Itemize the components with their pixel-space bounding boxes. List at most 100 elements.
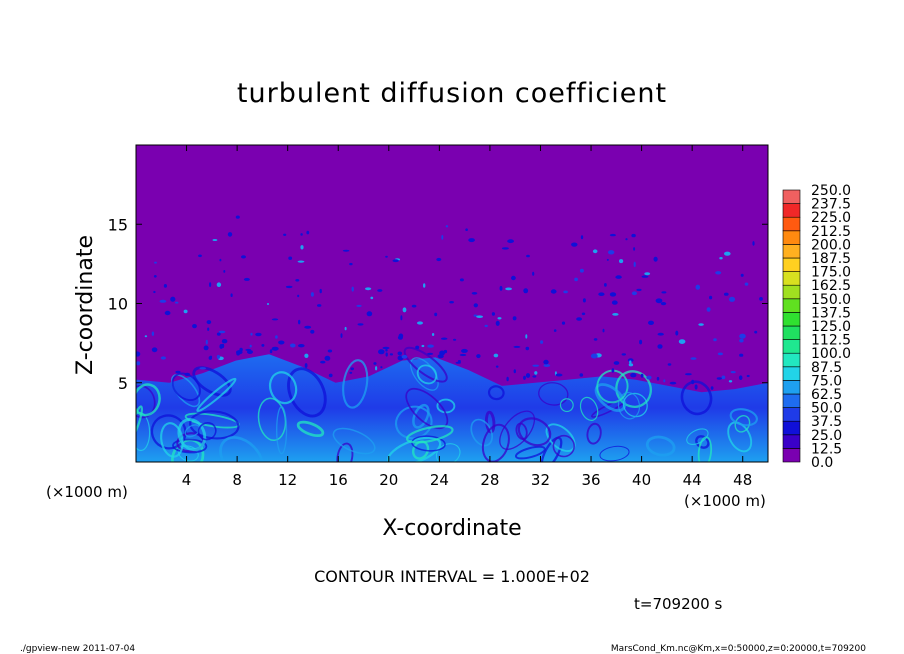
colorbar-swatch <box>782 339 801 354</box>
speckle <box>230 293 233 298</box>
speckle <box>543 359 549 365</box>
speckle <box>657 344 663 349</box>
colorbar-label: 25.0 <box>811 428 842 444</box>
speckle <box>163 284 167 288</box>
eddy-streak <box>184 424 201 438</box>
speckle <box>669 381 677 385</box>
speckle <box>511 275 516 281</box>
speckle <box>175 301 179 304</box>
speckle <box>746 374 750 378</box>
colorbar-label: 162.5 <box>811 278 851 294</box>
speckle <box>678 339 686 344</box>
colorbar-swatch <box>782 298 801 313</box>
x-tick-label: 32 <box>531 471 550 489</box>
speckle <box>571 242 578 247</box>
footer-left: ./gpview-new 2011-07-04 <box>20 644 135 654</box>
colorbar-label: 37.5 <box>811 414 842 430</box>
speckle <box>445 225 449 228</box>
x-tick-label: 28 <box>480 471 499 489</box>
eddy-streak <box>729 408 758 427</box>
speckle <box>243 277 250 281</box>
y-tick-label: 10 <box>108 295 128 314</box>
speckle <box>667 363 672 366</box>
speckle <box>663 379 666 383</box>
colorbar-swatch <box>782 352 801 368</box>
speckle <box>739 338 744 343</box>
speckle <box>653 256 658 262</box>
speckle <box>271 318 279 321</box>
speckle <box>506 376 509 382</box>
speckle <box>612 313 619 316</box>
speckle <box>266 303 270 305</box>
speckle <box>627 358 634 363</box>
speckle <box>423 283 426 288</box>
speckle <box>216 282 222 288</box>
speckle <box>151 347 158 353</box>
speckle <box>630 373 637 378</box>
eddy-streak <box>617 391 641 420</box>
speckle <box>160 356 166 360</box>
speckle <box>285 285 293 289</box>
eddy-streak <box>268 371 298 405</box>
turbulence-speckles <box>136 215 763 390</box>
speckle <box>513 345 521 348</box>
speckle <box>579 373 584 377</box>
speckle <box>402 307 407 313</box>
colorbar-swatch <box>782 312 801 327</box>
speckle <box>349 262 353 266</box>
speckle <box>611 300 618 305</box>
speckle <box>716 377 722 380</box>
boundary-layer-streaks <box>136 346 758 462</box>
eddy-streak <box>517 417 552 447</box>
speckle <box>351 286 354 292</box>
speckle <box>392 259 399 263</box>
speckle <box>269 349 273 354</box>
eddy-streak <box>540 436 563 462</box>
eddy-streak <box>332 427 376 455</box>
speckle <box>657 332 664 336</box>
eddy-streak <box>342 359 369 409</box>
speckle <box>249 344 252 348</box>
speckle <box>219 344 223 349</box>
speckle <box>235 215 240 219</box>
speckle <box>532 271 535 276</box>
speckle <box>505 287 512 291</box>
speckle <box>629 360 632 364</box>
speckle <box>532 375 537 378</box>
colorbar-label: 137.5 <box>811 305 851 321</box>
eddy-streak <box>172 438 208 454</box>
x-tick-label: 16 <box>329 471 348 489</box>
speckle <box>721 375 726 380</box>
speckle <box>738 375 743 381</box>
speckle <box>415 345 420 350</box>
speckle <box>247 350 253 354</box>
eddy-streak <box>514 445 546 460</box>
speckle <box>212 239 218 241</box>
speckle <box>574 277 578 282</box>
speckle <box>295 279 300 282</box>
eddy-streak <box>171 438 205 462</box>
speckle <box>580 235 584 240</box>
colorbar-label: 150.0 <box>811 292 851 308</box>
speckle <box>660 302 667 306</box>
speckle <box>581 312 586 316</box>
speckle <box>523 288 529 294</box>
speckle <box>288 256 293 260</box>
speckle <box>493 353 499 358</box>
colorbar-label: 100.0 <box>811 346 851 362</box>
speckle <box>436 257 442 262</box>
x-tick-label: 36 <box>581 471 600 489</box>
speckle <box>641 275 649 278</box>
speckle <box>604 283 607 287</box>
x-unit-left: (×1000 m) <box>46 483 128 501</box>
x-tick-label: 24 <box>430 471 449 489</box>
eddy-streak <box>487 385 505 401</box>
speckle <box>453 338 457 341</box>
speckle <box>310 329 315 334</box>
eddy-streak <box>559 398 574 413</box>
eddy-streak <box>686 428 709 445</box>
x-tick-label: 48 <box>733 471 752 489</box>
speckle <box>216 354 220 359</box>
eddy-streak <box>405 425 454 444</box>
